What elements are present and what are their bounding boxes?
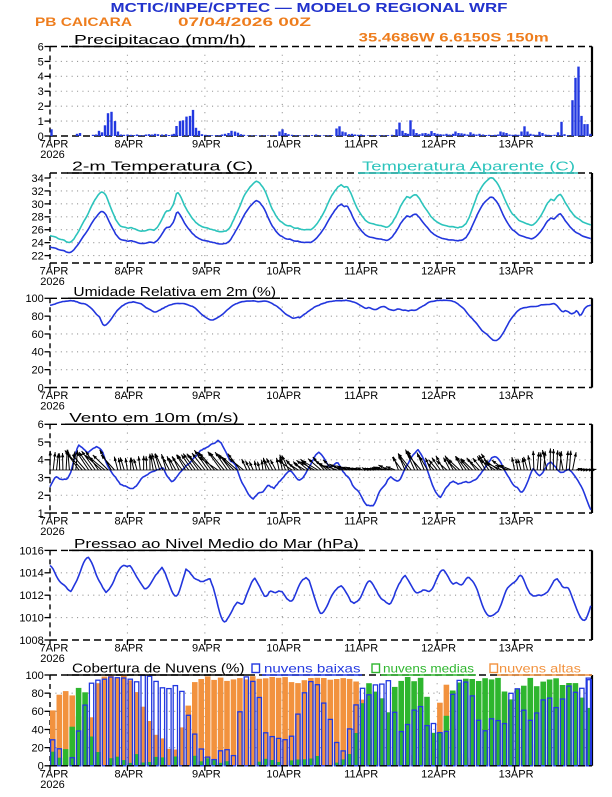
svg-text:7APR: 7APR (40, 768, 69, 780)
svg-text:1014: 1014 (19, 568, 43, 580)
svg-text:13APR: 13APR (499, 266, 534, 278)
svg-text:13APR: 13APR (499, 390, 534, 402)
svg-text:2: 2 (38, 101, 44, 113)
svg-text:2026: 2026 (40, 526, 64, 538)
svg-text:12APR: 12APR (421, 139, 456, 151)
svg-text:11APR: 11APR (344, 390, 378, 402)
svg-text:12APR: 12APR (421, 390, 456, 402)
svg-text:1: 1 (38, 116, 44, 128)
svg-text:7APR: 7APR (40, 266, 69, 278)
svg-text:Pressao ao Nivel Medio do Mar: Pressao ao Nivel Medio do Mar (hPa) (74, 537, 359, 551)
svg-text:9APR: 9APR (192, 139, 221, 151)
svg-text:10APR: 10APR (266, 139, 301, 151)
svg-text:9APR: 9APR (192, 768, 221, 780)
svg-text:11APR: 11APR (344, 139, 378, 151)
svg-text:Temperatura Aparente (C): Temperatura Aparente (C) (362, 160, 575, 174)
svg-text:1012: 1012 (19, 590, 43, 602)
svg-text:1010: 1010 (19, 613, 43, 625)
svg-text:nuvens altas: nuvens altas (499, 662, 581, 676)
svg-text:2026: 2026 (40, 653, 64, 665)
svg-text:22: 22 (32, 251, 44, 263)
svg-text:4: 4 (38, 455, 44, 467)
svg-text:9APR: 9APR (192, 516, 221, 528)
svg-text:5: 5 (38, 56, 44, 68)
svg-text:1016: 1016 (19, 545, 43, 557)
svg-text:10APR: 10APR (266, 516, 301, 528)
svg-text:5: 5 (38, 437, 44, 449)
svg-text:40: 40 (32, 347, 44, 359)
svg-text:12APR: 12APR (421, 266, 456, 278)
svg-text:32: 32 (32, 186, 44, 198)
svg-text:60: 60 (32, 329, 44, 341)
svg-text:20: 20 (32, 365, 44, 377)
svg-text:3: 3 (38, 472, 44, 484)
svg-text:Precipitacao (mm/h): Precipitacao (mm/h) (74, 33, 246, 47)
svg-text:13APR: 13APR (499, 516, 534, 528)
svg-text:80: 80 (32, 688, 44, 700)
svg-text:Vento em 10m (m/s): Vento em 10m (m/s) (69, 411, 238, 425)
svg-text:nuvens baixas: nuvens baixas (264, 662, 361, 676)
svg-text:7APR: 7APR (40, 390, 69, 402)
svg-text:13APR: 13APR (499, 643, 534, 655)
svg-text:10APR: 10APR (266, 768, 301, 780)
svg-text:8APR: 8APR (115, 390, 144, 402)
svg-text:1008: 1008 (19, 635, 43, 647)
svg-text:40: 40 (32, 724, 44, 736)
svg-text:3: 3 (38, 86, 44, 98)
svg-text:80: 80 (32, 311, 44, 323)
svg-text:11APR: 11APR (344, 768, 378, 780)
svg-text:34: 34 (32, 173, 44, 185)
svg-text:7APR: 7APR (40, 139, 69, 151)
svg-text:20: 20 (32, 743, 44, 755)
svg-text:10APR: 10APR (266, 643, 301, 655)
svg-text:2026: 2026 (40, 149, 64, 161)
svg-text:8APR: 8APR (115, 139, 144, 151)
svg-text:Cobertura de Nuvens (%): Cobertura de Nuvens (%) (72, 662, 245, 676)
svg-text:07/04/2026 00Z: 07/04/2026 00Z (178, 15, 311, 29)
svg-text:0: 0 (38, 131, 44, 143)
svg-text:1: 1 (38, 508, 44, 520)
svg-text:0: 0 (38, 761, 44, 773)
svg-text:13APR: 13APR (499, 768, 534, 780)
svg-text:100: 100 (25, 293, 43, 305)
svg-text:11APR: 11APR (344, 516, 378, 528)
svg-text:4: 4 (38, 71, 44, 83)
svg-text:10APR: 10APR (266, 266, 301, 278)
svg-text:12APR: 12APR (421, 768, 456, 780)
svg-text:10APR: 10APR (266, 390, 301, 402)
svg-text:0: 0 (38, 382, 44, 394)
svg-text:11APR: 11APR (344, 643, 378, 655)
svg-text:nuvens medias: nuvens medias (383, 662, 474, 676)
svg-text:100: 100 (25, 670, 43, 682)
svg-text:35.4686W 6.6150S 150m: 35.4686W 6.6150S 150m (359, 31, 549, 45)
svg-text:26: 26 (32, 225, 44, 237)
svg-text:9APR: 9APR (192, 643, 221, 655)
svg-text:30: 30 (32, 199, 44, 211)
svg-text:8APR: 8APR (115, 266, 144, 278)
svg-text:60: 60 (32, 706, 44, 718)
svg-text:13APR: 13APR (499, 139, 534, 151)
svg-text:12APR: 12APR (421, 516, 456, 528)
svg-text:PB CAICARA: PB CAICARA (35, 15, 132, 29)
svg-text:2: 2 (38, 490, 44, 502)
svg-text:6: 6 (38, 419, 44, 431)
svg-text:2026: 2026 (40, 779, 64, 791)
svg-text:24: 24 (32, 238, 44, 250)
svg-text:2-m Temperatura (C): 2-m Temperatura (C) (72, 160, 253, 174)
svg-text:11APR: 11APR (344, 266, 378, 278)
svg-text:8APR: 8APR (115, 516, 144, 528)
svg-text:9APR: 9APR (192, 266, 221, 278)
svg-text:6: 6 (38, 41, 44, 53)
svg-text:2026: 2026 (40, 401, 64, 413)
svg-text:MCTIC/INPE/CPTEC — MODELO REGI: MCTIC/INPE/CPTEC — MODELO REGIONAL WRF (111, 0, 508, 15)
svg-text:8APR: 8APR (115, 643, 144, 655)
svg-text:7APR: 7APR (40, 643, 69, 655)
svg-text:8APR: 8APR (115, 768, 144, 780)
svg-text:7APR: 7APR (40, 516, 69, 528)
svg-text:12APR: 12APR (421, 643, 456, 655)
svg-text:2026: 2026 (40, 276, 64, 288)
svg-text:28: 28 (32, 212, 44, 224)
svg-text:Umidade Relativa em 2m (%): Umidade Relativa em 2m (%) (73, 285, 276, 299)
svg-text:9APR: 9APR (192, 390, 221, 402)
